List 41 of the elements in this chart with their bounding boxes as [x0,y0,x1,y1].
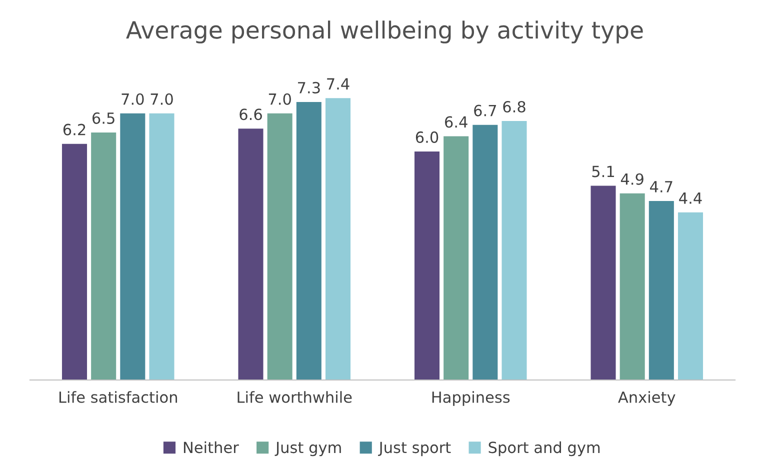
data-label: 7.3 [298,82,320,94]
bar [414,152,440,380]
data-label: 4.7 [650,181,672,192]
x-tick-label: Happiness [432,391,510,406]
data-label: 4.9 [620,173,644,185]
data-label: 6.8 [503,100,526,113]
bar [678,212,704,380]
bar [472,124,498,380]
bar [120,113,146,380]
data-label: 6.2 [63,124,86,136]
x-tick-label: Life worthwhile [238,391,352,403]
bar [296,102,322,380]
bar [91,132,116,380]
bar [238,128,264,380]
bar [590,186,616,380]
data-label: 6.4 [445,116,468,128]
legend-label: Just gym [274,442,341,456]
data-label: 6.6 [240,108,262,120]
data-label: 6.0 [416,131,438,143]
x-tick-label: Life satisfaction [59,391,177,403]
legend-label: Just sport [378,442,451,456]
bar [267,113,292,380]
data-label: 7.0 [122,93,144,105]
bar [325,98,351,380]
bar [62,144,88,380]
bar [444,136,469,380]
x-tick-label: Anxiety [618,391,676,406]
data-label: 6.7 [474,104,496,116]
chart-title: Average personal wellbeing by activity type [126,20,643,44]
legend-label: Neither [184,441,239,454]
data-label: 5.1 [592,166,614,178]
legend-label: Sport and gym [488,441,600,456]
data-label: 6.5 [92,112,114,124]
data-label: 7.4 [327,78,350,90]
bar [648,201,674,380]
data-label: 7.0 [268,93,291,105]
data-label: 4.4 [679,192,702,204]
bar [620,193,645,380]
data-label: 7.0 [150,93,173,105]
bar [502,121,527,380]
bar [149,113,174,380]
